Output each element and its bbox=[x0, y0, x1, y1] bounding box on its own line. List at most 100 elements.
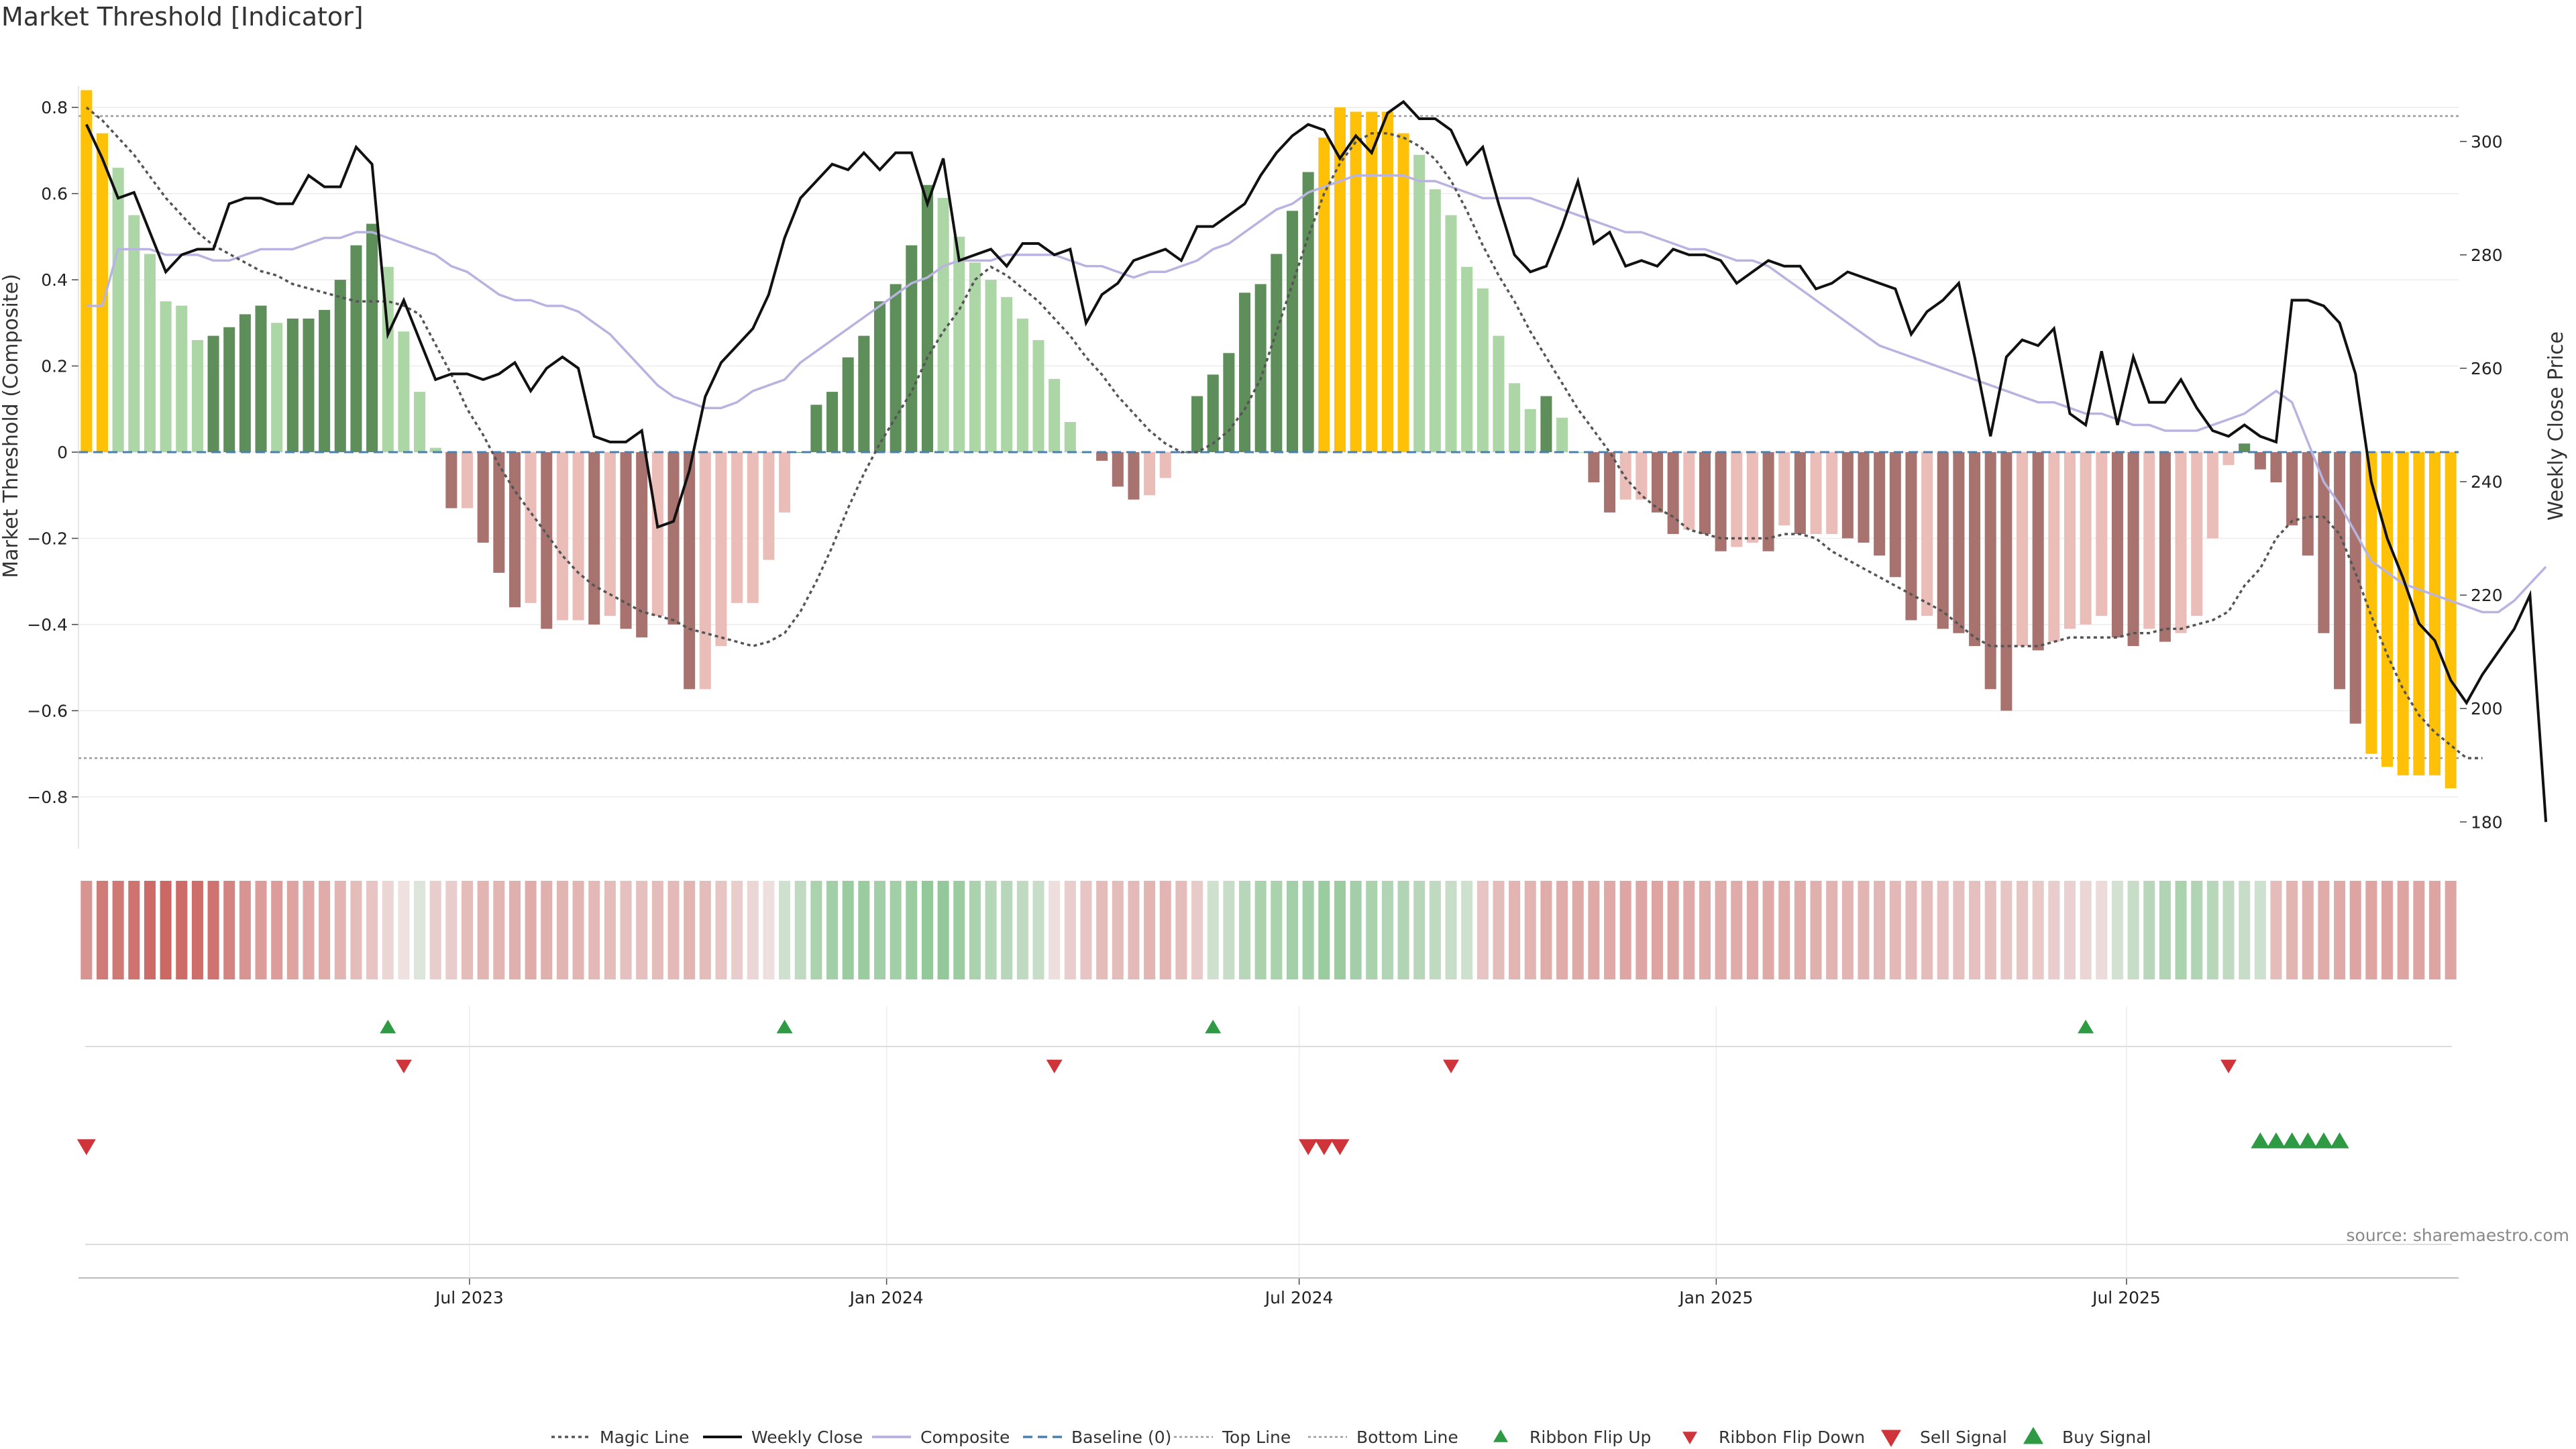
composite-bar bbox=[1858, 452, 1870, 543]
ribbon-cell bbox=[779, 881, 791, 979]
composite-bar bbox=[2302, 452, 2314, 556]
composite-bar bbox=[271, 323, 283, 453]
composite-bar bbox=[1477, 288, 1489, 453]
y2-tick-label: 300 bbox=[2471, 132, 2503, 152]
composite-bar bbox=[366, 223, 378, 453]
legend-item: Composite bbox=[872, 1428, 1010, 1447]
y-tick-label: 0 bbox=[57, 443, 68, 462]
composite-bar bbox=[651, 452, 663, 616]
composite-bar bbox=[1318, 138, 1330, 453]
ribbon-cell bbox=[1080, 881, 1092, 979]
legend-item: Top Line bbox=[1174, 1428, 1291, 1447]
ribbon-cell bbox=[1588, 881, 1600, 979]
x-tick-label: Jul 2025 bbox=[2091, 1288, 2161, 1307]
ribbon-flip-down-marker bbox=[1046, 1059, 1063, 1073]
sell-signal-marker bbox=[1299, 1139, 1318, 1155]
legend-item: Ribbon Flip Down bbox=[1682, 1428, 1865, 1447]
ribbon-cell bbox=[223, 881, 235, 979]
composite-bar bbox=[128, 215, 140, 453]
composite-bar bbox=[1540, 396, 1552, 453]
ribbon-cell bbox=[1445, 881, 1457, 979]
composite-bar bbox=[937, 198, 949, 453]
ribbon-cell bbox=[1937, 881, 1949, 979]
ribbon-cell bbox=[873, 881, 886, 979]
composite-bar bbox=[1286, 211, 1298, 453]
ribbon-cell bbox=[1493, 881, 1505, 979]
legend-item: Buy Signal bbox=[2023, 1427, 2151, 1447]
composite-bar bbox=[2413, 452, 2425, 775]
composite-bar bbox=[2286, 452, 2298, 526]
y-tick-label: −0.8 bbox=[27, 788, 68, 807]
ribbon-cell bbox=[112, 881, 124, 979]
composite-bar bbox=[2143, 452, 2155, 629]
ribbon-cell bbox=[1762, 881, 1774, 979]
ribbon-cell bbox=[842, 881, 854, 979]
composite-bar bbox=[1588, 452, 1600, 482]
ribbon-cell bbox=[715, 881, 727, 979]
legend-label: Bottom Line bbox=[1356, 1428, 1458, 1447]
ribbon-cell bbox=[2397, 881, 2409, 979]
ribbon-cell bbox=[826, 881, 839, 979]
ribbon-cell bbox=[1524, 881, 1536, 979]
ribbon-cell bbox=[763, 881, 775, 979]
ribbon-cell bbox=[1366, 881, 1378, 979]
composite-bar bbox=[286, 318, 299, 453]
ribbon-flip-up-marker bbox=[2078, 1020, 2094, 1034]
ribbon-cell bbox=[128, 881, 140, 979]
signal-panel bbox=[76, 1132, 2452, 1245]
y-tick-label: −0.4 bbox=[27, 615, 68, 635]
ribbon-cell bbox=[2365, 881, 2377, 979]
composite-bar bbox=[2429, 452, 2441, 775]
weekly-close-line bbox=[85, 100, 2548, 822]
ribbon-cell bbox=[810, 881, 822, 979]
composite-bar bbox=[223, 327, 235, 453]
composite-bar bbox=[1731, 452, 1743, 547]
ribbon-cell bbox=[1286, 881, 1298, 979]
y-tick-label: 0.8 bbox=[41, 98, 68, 117]
composite-bar bbox=[2017, 452, 2029, 647]
composite-bar bbox=[319, 310, 331, 453]
composite-bar bbox=[493, 452, 505, 573]
ribbon-cell bbox=[1001, 881, 1013, 979]
composite-bar bbox=[1635, 452, 1648, 500]
composite-bar bbox=[525, 452, 537, 603]
y2-tick-label: 180 bbox=[2471, 812, 2503, 832]
ribbon-cell bbox=[1635, 881, 1648, 979]
ribbon-cell bbox=[921, 881, 933, 979]
composite-bar bbox=[1032, 340, 1044, 453]
composite-bar bbox=[873, 301, 886, 453]
composite-bar bbox=[794, 452, 806, 453]
legend-label: Baseline (0) bbox=[1071, 1428, 1171, 1447]
ribbon-cell bbox=[1619, 881, 1631, 979]
composite-bar bbox=[1826, 452, 1838, 535]
composite-bar bbox=[1762, 452, 1774, 551]
ribbon-cell bbox=[620, 881, 632, 979]
composite-bar bbox=[1651, 452, 1664, 513]
composite-bar bbox=[112, 168, 124, 453]
x-tick-label: Jul 2024 bbox=[1264, 1288, 1334, 1307]
composite-bar bbox=[1556, 417, 1568, 453]
ribbon-cell bbox=[2191, 881, 2203, 979]
ribbon-cell bbox=[1175, 881, 1187, 979]
ribbon-cell bbox=[2302, 881, 2314, 979]
composite-bar bbox=[1445, 215, 1457, 453]
ribbon-cell bbox=[271, 881, 283, 979]
ribbon-flip-up-marker bbox=[776, 1020, 793, 1034]
composite-bar bbox=[2080, 452, 2092, 625]
ribbon-cell bbox=[667, 881, 680, 979]
composite-bar bbox=[1128, 452, 1140, 500]
ribbon-cell bbox=[556, 881, 568, 979]
composite-bar bbox=[1667, 452, 1679, 535]
y2-tick-label: 240 bbox=[2471, 472, 2503, 492]
composite-bar bbox=[1683, 452, 1695, 530]
legend: Magic Line Weekly Close Composite Baseline … bbox=[551, 1427, 2151, 1447]
composite-bar bbox=[731, 452, 743, 603]
composite-bar bbox=[1493, 335, 1505, 453]
ribbon-flip-up-marker bbox=[380, 1020, 396, 1034]
composite-bar bbox=[1604, 452, 1616, 513]
composite-bar bbox=[1841, 452, 1854, 539]
ribbon-flip-down-marker bbox=[2220, 1059, 2237, 1073]
ribbon-cell bbox=[2349, 881, 2361, 979]
y-tick-label: −0.2 bbox=[27, 529, 68, 548]
composite-bar bbox=[1413, 154, 1426, 453]
